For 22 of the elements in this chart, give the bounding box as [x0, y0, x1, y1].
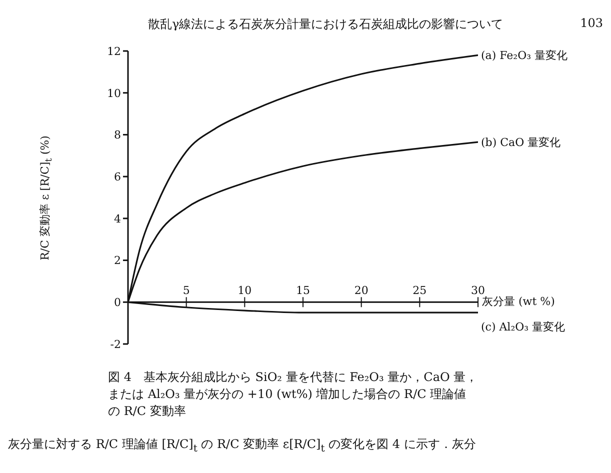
- y-tick-label: 6: [114, 170, 121, 184]
- text: 灰分量に対する R/C 理論値 [R/C]$_{t}$ の R/C 変動率 ε[R/C]$_{t}$ の変化を図 4 に示す．灰分: [8, 437, 476, 454]
- y-tick-label: 4: [114, 212, 121, 226]
- text: 散乱γ線法による石炭灰分計量における石炭組成比の影響について: [148, 17, 504, 31]
- series-label: (a) Fe₂O₃ 量変化: [481, 49, 568, 62]
- y-tick-label: 12: [107, 44, 121, 58]
- x-tick-label: 30: [471, 284, 485, 298]
- x-tick-label: 20: [354, 284, 368, 298]
- x-tick-label: 15: [296, 284, 310, 298]
- x-tick-label: 10: [238, 284, 252, 298]
- text: 図 4 基本灰分組成比から SiO₂ 量を代替に Fe₂O₃ 量か，CaO 量，または Al₂O₃ 量が灰分の +10 (wt%) 増加した場合の R/C 理論値の R/C 変動率: [108, 370, 478, 418]
- series-label: (b) CaO 量変化: [481, 136, 561, 150]
- y-tick-label: -2: [110, 338, 121, 351]
- series-label: (c) Al₂O₃ 量変化: [481, 320, 566, 334]
- x-tick-label: 25: [412, 284, 427, 298]
- y-tick-label: 8: [114, 128, 121, 142]
- text: 103: [580, 16, 603, 32]
- x-tick-label: 5: [182, 284, 190, 298]
- y-tick-label: 2: [114, 254, 121, 268]
- y-tick-label: 10: [107, 86, 121, 100]
- x-axis-title: 灰分量 (wt %): [482, 295, 555, 308]
- y-tick-label: 0: [114, 296, 121, 310]
